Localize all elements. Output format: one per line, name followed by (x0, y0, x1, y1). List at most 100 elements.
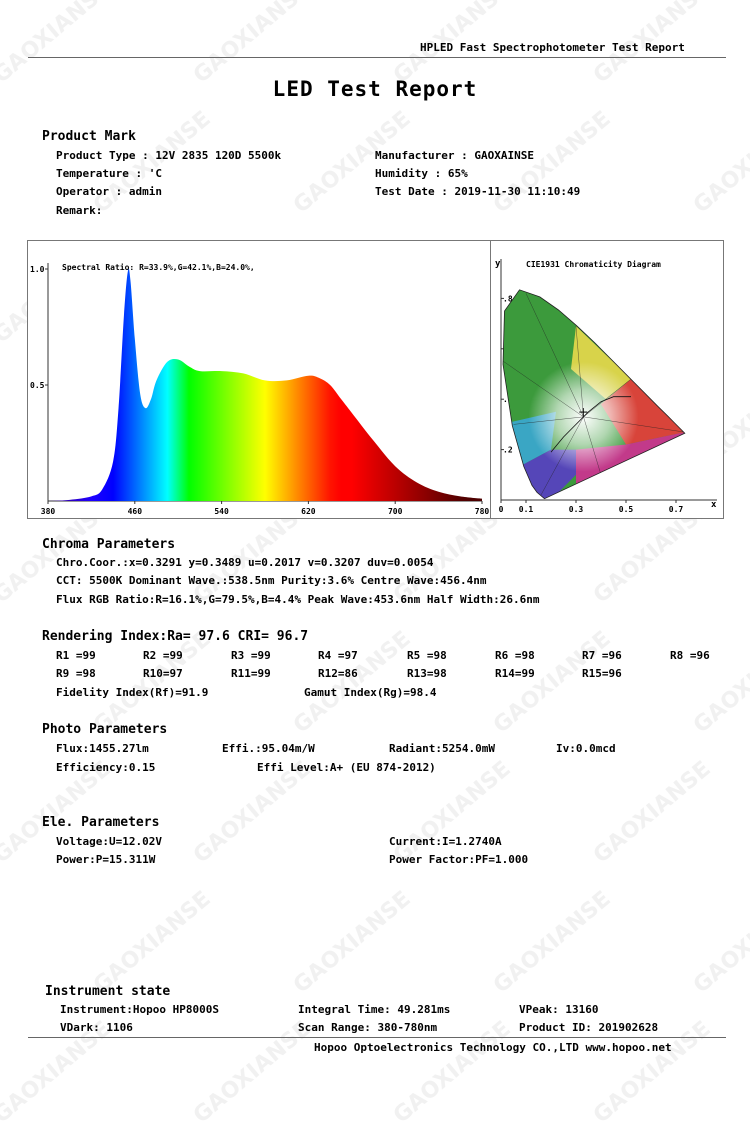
chroma-section-title: Chroma Parameters (42, 537, 176, 552)
cie-title: CIE1931 Chromaticity Diagram (526, 260, 661, 269)
radiant-power: Radiant:5254.0mW (389, 742, 495, 755)
watermark-text: GAOXIANSE (688, 626, 750, 739)
system-name: HPLED Fast Spectrophotometer Test Report (420, 41, 685, 54)
cie-y-tick-label: .8 (503, 294, 513, 303)
current: Current:I=1.2740A (389, 835, 502, 848)
vpeak: VPeak: 13160 (519, 1003, 599, 1016)
luminous-intensity: Iv:0.0mcd (556, 742, 616, 755)
fidelity-index: Fidelity Index(Rf)=91.9 (56, 686, 209, 699)
efficacy: Effi.:95.04m/W (222, 742, 315, 755)
watermark-text: GAOXIANSE (288, 886, 416, 999)
watermark-text: GAOXIANSE (488, 626, 616, 739)
cri-value-r13: R13=98 (407, 667, 447, 680)
electrical-section-title: Ele. Parameters (42, 815, 160, 830)
product-type: Product Type : 12V 2835 120D 5500k (56, 149, 282, 162)
gamut-index: Gamut Index(Rg)=98.4 (304, 686, 437, 699)
spectrum-area (48, 268, 482, 501)
cri-value-r7: R7 =96 (582, 649, 622, 662)
spectrum-y-tick-label: 0.5 (30, 381, 45, 390)
temperature: Temperature : 'C (56, 167, 162, 180)
cri-value-r14: R14=99 (495, 667, 535, 680)
spectrum-chart: 1.0 0.5 380 460 540 620 700 780 (30, 263, 490, 516)
spectrum-x-tick-label: 700 (388, 507, 403, 516)
instrument-section-title: Instrument state (45, 984, 171, 999)
integral-time: Integral Time: 49.281ms (298, 1003, 451, 1016)
header-divider (28, 57, 726, 58)
spectrum-x-tick-label: 540 (214, 507, 229, 516)
cri-value-r10: R10=97 (143, 667, 183, 680)
cie-y-tick-label: .2 (503, 446, 513, 455)
cie-chromaticity-diagram: .8.6.4.200.10.30.50.7 (499, 259, 717, 514)
chroma-flux-row: Flux RGB Ratio:R=16.1%,G=79.5%,B=4.4% Pe… (56, 593, 540, 606)
cie-region-line (575, 326, 584, 417)
cie-y-axis-label: y (495, 259, 501, 269)
rendering-section-title: Rendering Index:Ra= 97.6 CRI= 96.7 (42, 629, 309, 644)
cie-planckian-locus (550, 396, 631, 453)
spectrum-x-tick-label: 620 (301, 507, 316, 516)
spectrum-x-tick-label: 460 (128, 507, 143, 516)
product-id: Product ID: 201902628 (519, 1021, 659, 1034)
cie-x-tick-label: 0.7 (669, 505, 684, 514)
cie-region-line (583, 416, 602, 475)
cie-spectral-locus (502, 289, 686, 500)
cie-region-line (583, 378, 632, 418)
cie-x-tick-label: 0 (499, 505, 504, 514)
power: Power:P=15.311W (56, 853, 156, 866)
cie-y-tick-label: .4 (503, 395, 513, 404)
cie-region-line (540, 416, 584, 496)
watermark-text: GAOXIANSE (288, 106, 416, 219)
watermark-text: GAOXIANSE (188, 1016, 316, 1129)
scan-range: Scan Range: 380-780nm (298, 1021, 438, 1034)
power-factor: Power Factor:PF=1.000 (389, 853, 529, 866)
manufacturer: Manufacturer : GAOXAINSE (375, 149, 534, 162)
watermark-text: GAOXIANSE (688, 886, 750, 999)
voltage: Voltage:U=12.02V (56, 835, 162, 848)
cri-value-r8: R8 =96 (670, 649, 710, 662)
cie-gamut-fill (503, 289, 685, 499)
cie-region-line (503, 361, 584, 418)
cri-value-r4: R4 =97 (318, 649, 358, 662)
efficiency-level: Effi Level:A+ (EU 874-2012) (257, 761, 436, 774)
product-section-title: Product Mark (42, 129, 136, 144)
spectrum-x-tick-label: 380 (41, 507, 56, 516)
cri-value-r1: R1 =99 (56, 649, 96, 662)
chroma-cct-row: CCT: 5500K Dominant Wave.:538.5nm Purity… (56, 574, 487, 587)
cie-region-line (513, 416, 584, 425)
report-title: LED Test Report (272, 77, 478, 101)
chroma-coordinates: Chro.Coor.:x=0.3291 y=0.3489 u=0.2017 v=… (56, 556, 434, 569)
watermark-text: GAOXIANSE (588, 756, 716, 869)
cie-white-center (503, 289, 685, 499)
cie-x-tick-label: 0.3 (569, 505, 584, 514)
cie-chart-frame: .8.6.4.200.10.30.50.7 y CIE1931 Chromati… (490, 240, 724, 519)
cri-value-r9: R9 =98 (56, 667, 96, 680)
watermark-text: GAOXIANSE (88, 106, 216, 219)
operator: Operator : admin (56, 185, 162, 198)
efficiency: Efficiency:0.15 (56, 761, 156, 774)
watermark-text: GAOXIANSE (88, 886, 216, 999)
instrument-model: Instrument:Hopoo HP8000S (60, 1003, 219, 1016)
footer-divider (28, 1037, 726, 1038)
spectrum-x-tick-label: 780 (475, 507, 490, 516)
cri-value-r15: R15=96 (582, 667, 622, 680)
watermark-text: GAOXIANSE (188, 0, 316, 89)
luminous-flux: Flux:1455.27lm (56, 742, 149, 755)
cie-x-axis-label: x (711, 500, 717, 510)
cie-region-line (525, 293, 584, 417)
cri-value-r3: R3 =99 (231, 649, 271, 662)
watermark-text: GAOXIANSE (488, 106, 616, 219)
footer-company: Hopoo Optoelectronics Technology CO.,LTD… (314, 1041, 672, 1054)
cri-value-r6: R6 =98 (495, 649, 535, 662)
cie-x-tick-label: 0.5 (619, 505, 634, 514)
spectrum-y-tick-label: 1.0 (30, 265, 45, 274)
photo-section-title: Photo Parameters (42, 722, 168, 737)
cie-region-line (583, 416, 684, 433)
cri-value-r11: R11=99 (231, 667, 271, 680)
spectral-ratio-caption: Spectral Ratio: R=33.9%,G=42.1%,B=24.0%, (62, 263, 255, 272)
watermark-text: GAOXIANSE (488, 886, 616, 999)
spectrum-chart-frame: 1.0 0.5 380 460 540 620 700 780 Spectral Ratio:… (27, 240, 491, 519)
cri-value-r5: R5 =98 (407, 649, 447, 662)
cri-value-r2: R2 =99 (143, 649, 183, 662)
test-date: Test Date : 2019-11-30 11:10:49 (375, 185, 581, 198)
cie-x-tick-label: 0.1 (519, 505, 534, 514)
watermark-text: GAOXIANSE (688, 106, 750, 219)
